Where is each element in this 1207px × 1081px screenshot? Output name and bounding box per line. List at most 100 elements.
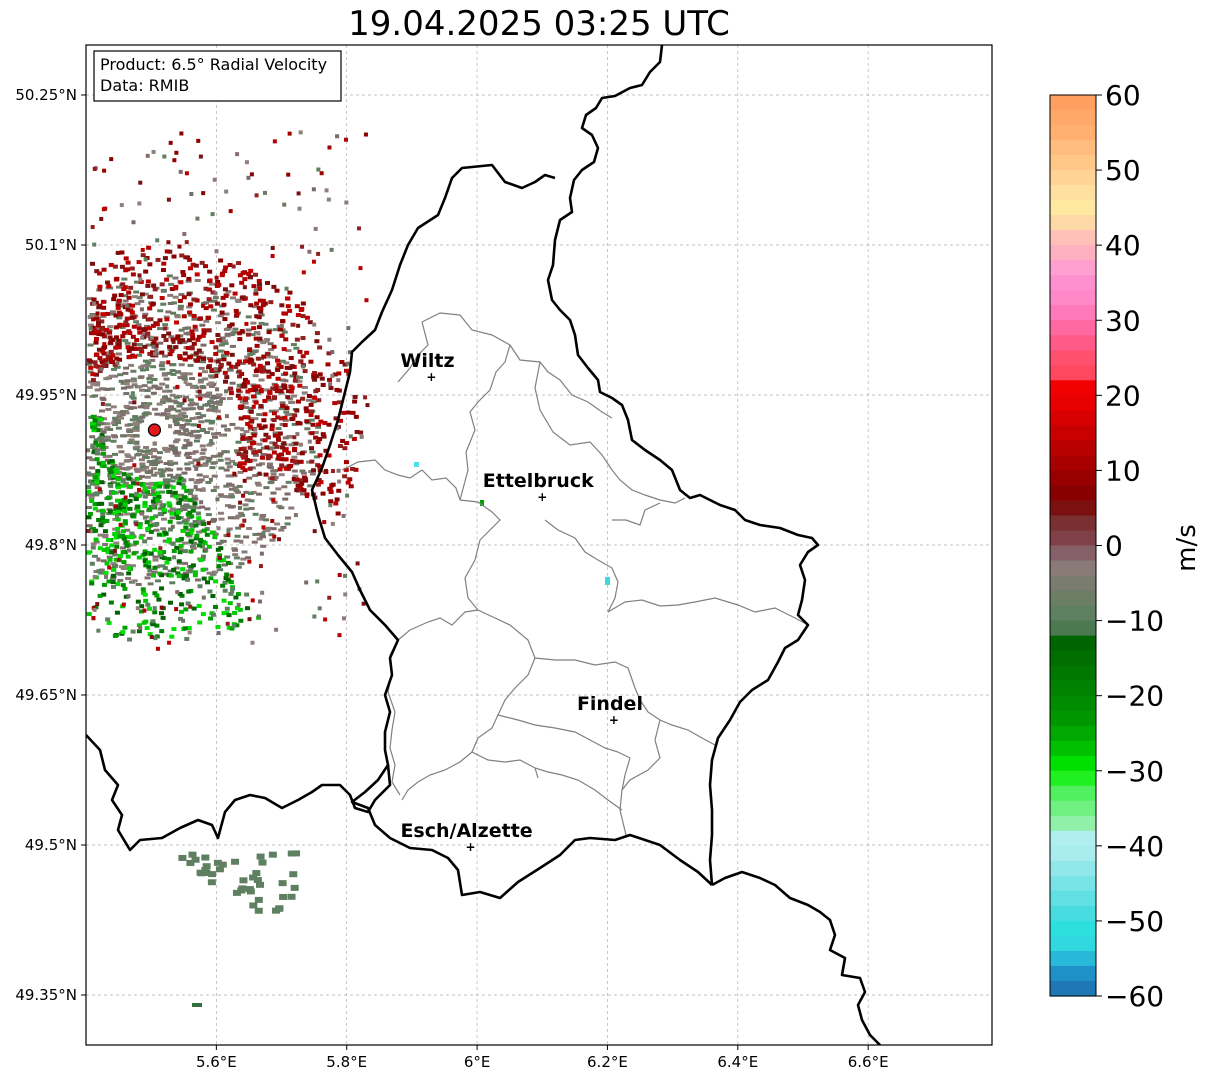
echo-pixel — [313, 226, 318, 231]
echo-pixel — [302, 369, 308, 374]
echo-pixel — [167, 415, 174, 419]
echo-pixel — [196, 355, 202, 360]
echo-pixel — [144, 334, 151, 338]
echo-pixel — [131, 220, 136, 225]
echo-pixel — [290, 884, 299, 891]
echo-pixel — [142, 608, 147, 613]
echo-pixel — [197, 537, 203, 542]
echo-pixel — [115, 285, 122, 289]
echo-pixel — [235, 362, 241, 367]
echo-pixel — [237, 337, 243, 342]
echo-pixel — [291, 422, 298, 426]
echo-pixel — [100, 398, 107, 402]
colorbar-tick-label: −10 — [1105, 605, 1164, 638]
echo-pixel — [184, 240, 189, 245]
echo-pixel — [233, 364, 239, 369]
echo-pixel — [284, 492, 291, 496]
echo-pixel — [171, 548, 177, 553]
echo-pixel — [134, 504, 140, 509]
echo-pixel — [261, 418, 267, 423]
echo-pixel — [271, 500, 278, 504]
echo-pixel — [190, 508, 196, 513]
echo-pixel — [177, 376, 184, 380]
echo-pixel — [234, 534, 241, 538]
echo-pixel — [151, 492, 157, 497]
echo-pixel — [102, 331, 109, 335]
echo-pixel — [113, 541, 120, 545]
echo-pixel — [166, 274, 173, 278]
echo-pixel — [105, 354, 111, 359]
echo-pixel — [141, 491, 148, 495]
echo-pixel — [108, 356, 114, 361]
echo-pixel — [285, 450, 291, 455]
echo-pixel — [260, 446, 267, 450]
echo-pixel — [137, 330, 143, 335]
echo-pixel — [136, 623, 142, 628]
echo-pixel — [133, 441, 140, 445]
echo-pixel — [228, 487, 235, 491]
echo-pixel — [117, 373, 124, 377]
echo-pixel — [103, 570, 109, 575]
echo-pixel — [354, 429, 360, 434]
echo-pixel — [158, 611, 164, 616]
echo-pixel — [276, 324, 283, 328]
echo-pixel — [269, 538, 276, 542]
echo-pixel — [342, 446, 348, 451]
echo-pixel — [109, 459, 115, 464]
echo-pixel — [156, 494, 162, 499]
colorbar-band — [1050, 575, 1096, 592]
echo-pixel — [172, 276, 179, 280]
echo-pixel — [344, 368, 350, 373]
echo-pixel — [143, 598, 149, 603]
echo-pixel — [179, 131, 184, 136]
echo-pixel — [96, 461, 102, 466]
echo-pixel — [97, 271, 103, 276]
echo-pixel — [197, 380, 204, 384]
echo-pixel — [308, 412, 314, 417]
echo-pixel — [96, 347, 102, 352]
echo-pixel — [213, 604, 219, 609]
echo-pixel — [260, 590, 265, 595]
echo-pixel — [258, 859, 267, 866]
echo-pixel — [178, 293, 185, 297]
echo-pixel — [89, 421, 95, 426]
echo-pixel — [192, 501, 198, 506]
echo-pixel — [119, 467, 126, 471]
echo-pixel — [144, 520, 150, 525]
echo-pixel — [104, 574, 109, 579]
echo-pixel — [129, 564, 136, 568]
echo-pixel — [258, 426, 264, 431]
echo-pixel — [159, 503, 165, 508]
echo-pixel — [213, 579, 219, 584]
echo-pixel — [197, 389, 202, 394]
echo-pixel — [186, 859, 195, 866]
echo-pixel — [167, 509, 174, 513]
echo-pixel — [134, 280, 141, 284]
echo-pixel — [152, 407, 159, 411]
echo-pixel — [159, 382, 166, 386]
echo-pixel — [158, 481, 164, 486]
echo-pixel — [233, 595, 239, 600]
echo-pixel — [271, 498, 276, 503]
echo-pixel — [252, 453, 259, 457]
echo-pixel — [87, 323, 94, 327]
colorbar-band — [1050, 875, 1096, 892]
echo-pixel — [171, 567, 177, 572]
echo-pixel — [196, 516, 202, 521]
echo-pixel — [125, 454, 132, 458]
echo-pixel — [312, 431, 319, 435]
echo-pixel — [218, 362, 224, 367]
echo-pixel — [221, 357, 227, 362]
echo-pixel — [143, 446, 150, 450]
echo-pixel — [136, 296, 143, 300]
echo-pixel — [196, 348, 202, 353]
echo-pixel — [130, 369, 137, 373]
echo-pixel — [246, 175, 251, 180]
echo-pixel — [130, 629, 136, 634]
echo-pixel — [258, 564, 263, 569]
echo-pixel — [242, 377, 248, 382]
echo-pixel — [289, 374, 296, 378]
echo-pixel — [213, 370, 220, 374]
echo-pixel — [255, 881, 264, 888]
echo-pixel — [287, 850, 296, 857]
